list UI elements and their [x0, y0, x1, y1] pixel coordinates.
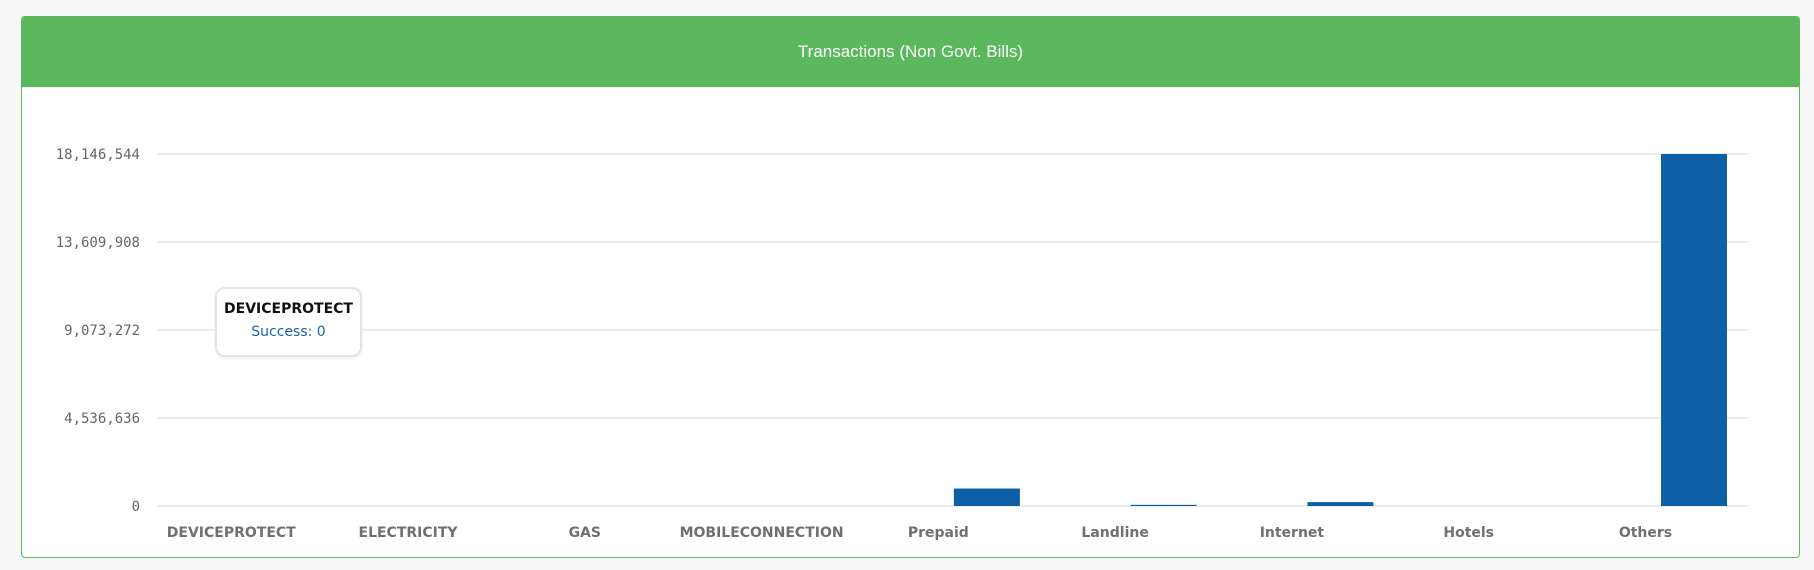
panel-title: Transactions (Non Govt. Bills): [797, 42, 1024, 61]
chart-tooltip: DEVICEPROTECT Success: 0: [215, 287, 362, 357]
tooltip-value: 0: [316, 324, 326, 340]
y-tick-label: 9,073,272: [64, 323, 140, 339]
bar-chart: 0 4,536,636 9,073,272 13,609,908 18,146,544 D…: [56, 147, 1748, 541]
tooltip-category: DEVICEPROTECT: [224, 301, 353, 317]
panel-header: Transactions (Non Govt. Bills): [22, 17, 1799, 87]
bar-landline: [1130, 504, 1197, 506]
x-tick-label: MOBILECONNECTION: [680, 525, 844, 541]
bar-others: [1661, 154, 1727, 506]
bar-internet: [1307, 502, 1374, 506]
x-tick-label: DEVICEPROTECT: [167, 525, 296, 541]
chart-area: 0 4,536,636 9,073,272 13,609,908 18,146,544 D…: [22, 87, 1799, 557]
x-tick-label: ELECTRICITY: [359, 525, 459, 541]
bar-prepaid: [953, 488, 1020, 506]
y-tick-label: 13,609,908: [56, 235, 140, 251]
y-tick-label: 4,536,636: [64, 411, 140, 427]
x-tick-label: Landline: [1081, 525, 1148, 541]
tooltip-series-label: Success: [251, 324, 308, 340]
tooltip-value-line: Success: 0: [217, 324, 360, 340]
x-tick-label: Others: [1619, 525, 1672, 541]
tooltip-separator: :: [307, 324, 317, 340]
chart-panel: Transactions (Non Govt. Bills) 0 4,536,63…: [21, 16, 1800, 558]
x-tick-label: Prepaid: [908, 525, 969, 541]
x-tick-label: Internet: [1260, 525, 1325, 541]
y-tick-label: 18,146,544: [56, 147, 140, 163]
y-tick-label: 0: [132, 499, 140, 515]
x-tick-label: GAS: [569, 525, 601, 541]
x-tick-label: Hotels: [1443, 525, 1494, 541]
